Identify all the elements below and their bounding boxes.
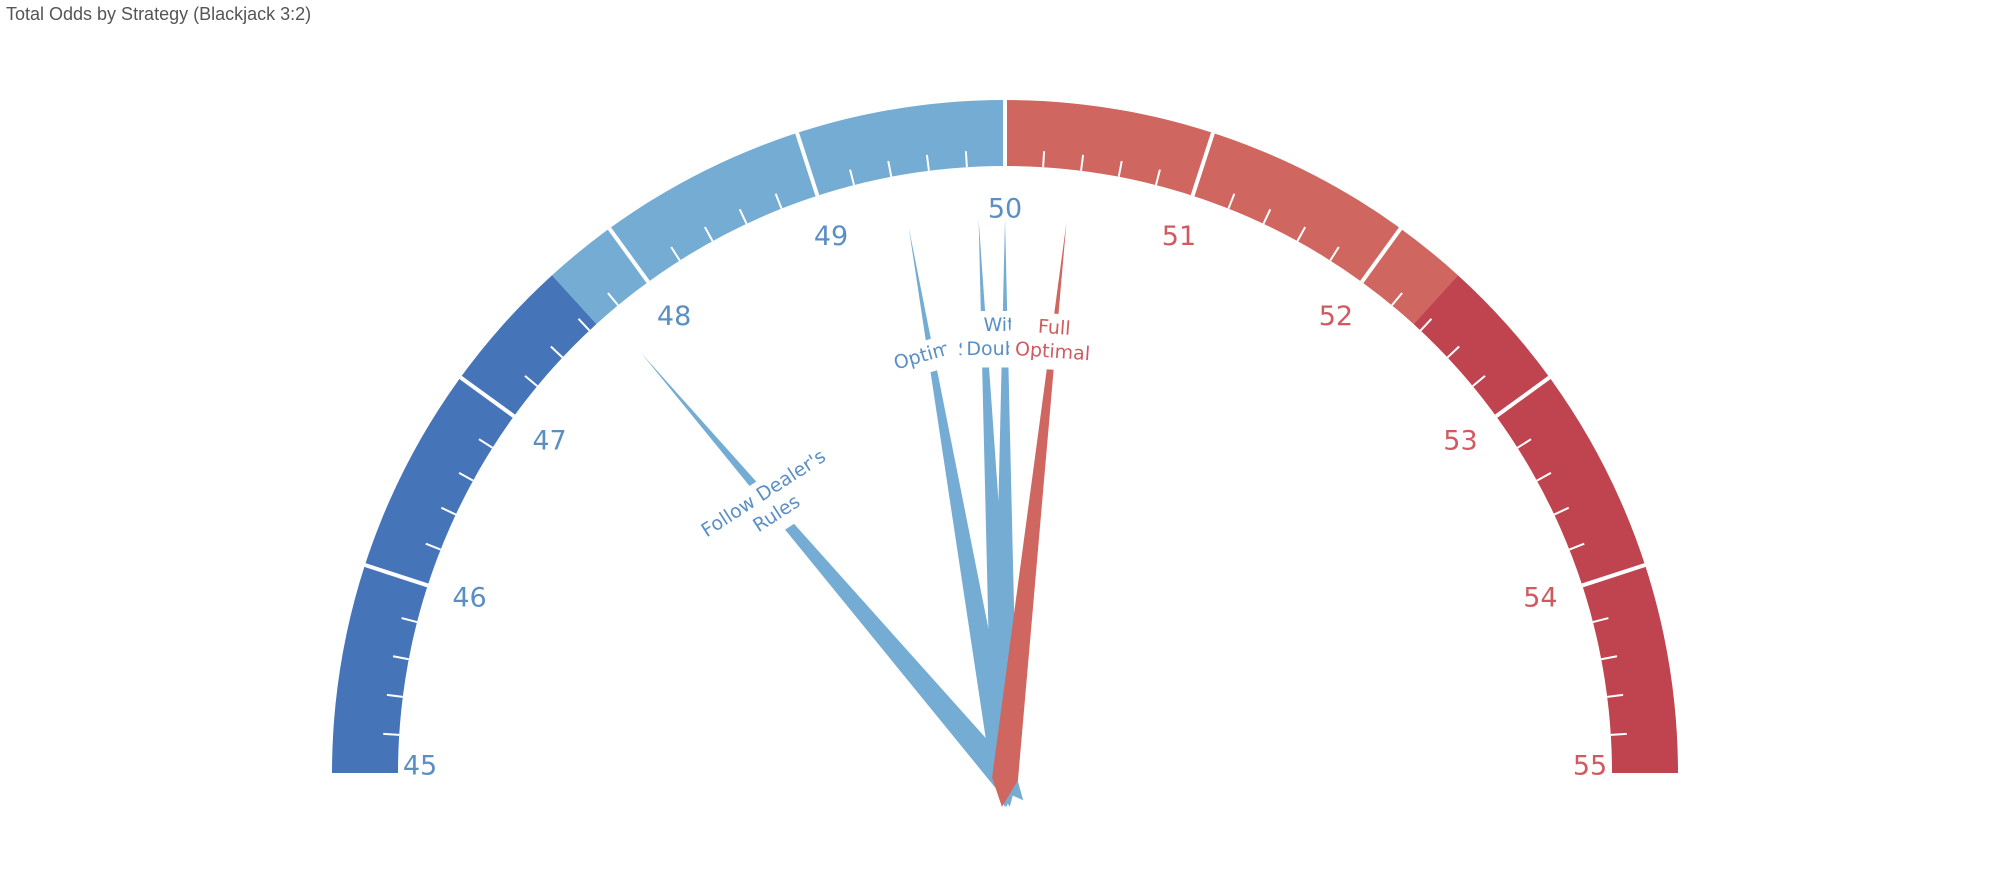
minor-tick bbox=[1042, 151, 1046, 168]
tick-label-49: 49 bbox=[814, 221, 848, 252]
minor-tick bbox=[1419, 318, 1433, 332]
gauge-band-3 bbox=[1005, 100, 1458, 325]
minor-tick bbox=[1607, 693, 1624, 698]
minor-tick bbox=[392, 655, 409, 661]
minor-tick bbox=[1080, 154, 1085, 171]
gauge-band-1 bbox=[332, 275, 597, 773]
minor-tick bbox=[440, 506, 457, 516]
tick-label-55: 55 bbox=[1573, 751, 1607, 782]
gauge-band-4 bbox=[1413, 275, 1678, 773]
needle-label-5: FullOptimal bbox=[1007, 310, 1099, 373]
needle-label-bg bbox=[682, 434, 860, 577]
minor-tick bbox=[964, 151, 968, 168]
needle-label-1: Follow Dealer'sRules bbox=[682, 434, 860, 577]
gauge-bands bbox=[332, 100, 1678, 773]
minor-tick bbox=[1117, 160, 1123, 177]
minor-tick bbox=[925, 154, 930, 171]
needle-label-bg bbox=[1007, 310, 1099, 373]
minor-tick bbox=[1601, 655, 1618, 661]
tick-label-51: 51 bbox=[1162, 221, 1196, 252]
gauge-needles: Follow Dealer'sRulesOptimalWithSplitsWit… bbox=[641, 219, 1099, 807]
minor-tick bbox=[738, 208, 748, 225]
minor-tick bbox=[383, 732, 400, 736]
minor-tick bbox=[524, 375, 538, 387]
minor-tick bbox=[1536, 471, 1552, 482]
tick-label-53: 53 bbox=[1443, 426, 1477, 457]
major-tick bbox=[795, 132, 820, 197]
minor-tick bbox=[401, 617, 418, 624]
major-tick bbox=[607, 227, 650, 284]
tick-label-47: 47 bbox=[532, 426, 566, 457]
minor-tick bbox=[1262, 208, 1272, 225]
minor-tick bbox=[1472, 375, 1486, 387]
minor-tick bbox=[1329, 246, 1340, 262]
major-tick bbox=[364, 563, 429, 588]
tick-label-54: 54 bbox=[1523, 583, 1557, 614]
needle-label-text: FullOptimal bbox=[1014, 314, 1092, 365]
chart-title: Total Odds by Strategy (Blackjack 3:2) bbox=[6, 4, 312, 24]
minor-tick bbox=[1391, 292, 1403, 306]
gauge-band-2 bbox=[552, 100, 1005, 325]
major-tick bbox=[1581, 563, 1646, 588]
minor-tick bbox=[386, 693, 403, 698]
minor-tick bbox=[1154, 169, 1161, 186]
minor-tick bbox=[774, 193, 783, 209]
major-tick bbox=[1190, 132, 1215, 197]
minor-tick bbox=[1553, 506, 1570, 516]
minor-tick bbox=[703, 226, 714, 242]
major-tick bbox=[1360, 227, 1403, 284]
tick-label-46: 46 bbox=[452, 583, 486, 614]
minor-tick bbox=[1296, 226, 1307, 242]
minor-tick bbox=[550, 345, 564, 359]
major-tick bbox=[459, 375, 516, 418]
tick-label-52: 52 bbox=[1319, 301, 1353, 332]
minor-tick bbox=[458, 471, 474, 482]
gauge-ticks bbox=[364, 100, 1646, 736]
minor-tick bbox=[1569, 542, 1585, 551]
minor-tick bbox=[425, 542, 441, 551]
minor-tick bbox=[577, 318, 591, 332]
tick-label-45: 45 bbox=[403, 751, 437, 782]
tick-label-48: 48 bbox=[657, 301, 691, 332]
minor-tick bbox=[1227, 193, 1236, 209]
minor-tick bbox=[1446, 345, 1460, 359]
minor-tick bbox=[607, 292, 619, 306]
needle-1 bbox=[641, 353, 1024, 801]
minor-tick bbox=[1516, 438, 1532, 449]
minor-tick bbox=[1592, 617, 1609, 624]
minor-tick bbox=[478, 438, 494, 449]
minor-tick bbox=[670, 246, 681, 262]
minor-tick bbox=[887, 160, 893, 177]
minor-tick bbox=[1610, 732, 1627, 736]
major-tick bbox=[1494, 375, 1551, 418]
minor-tick bbox=[849, 169, 856, 186]
